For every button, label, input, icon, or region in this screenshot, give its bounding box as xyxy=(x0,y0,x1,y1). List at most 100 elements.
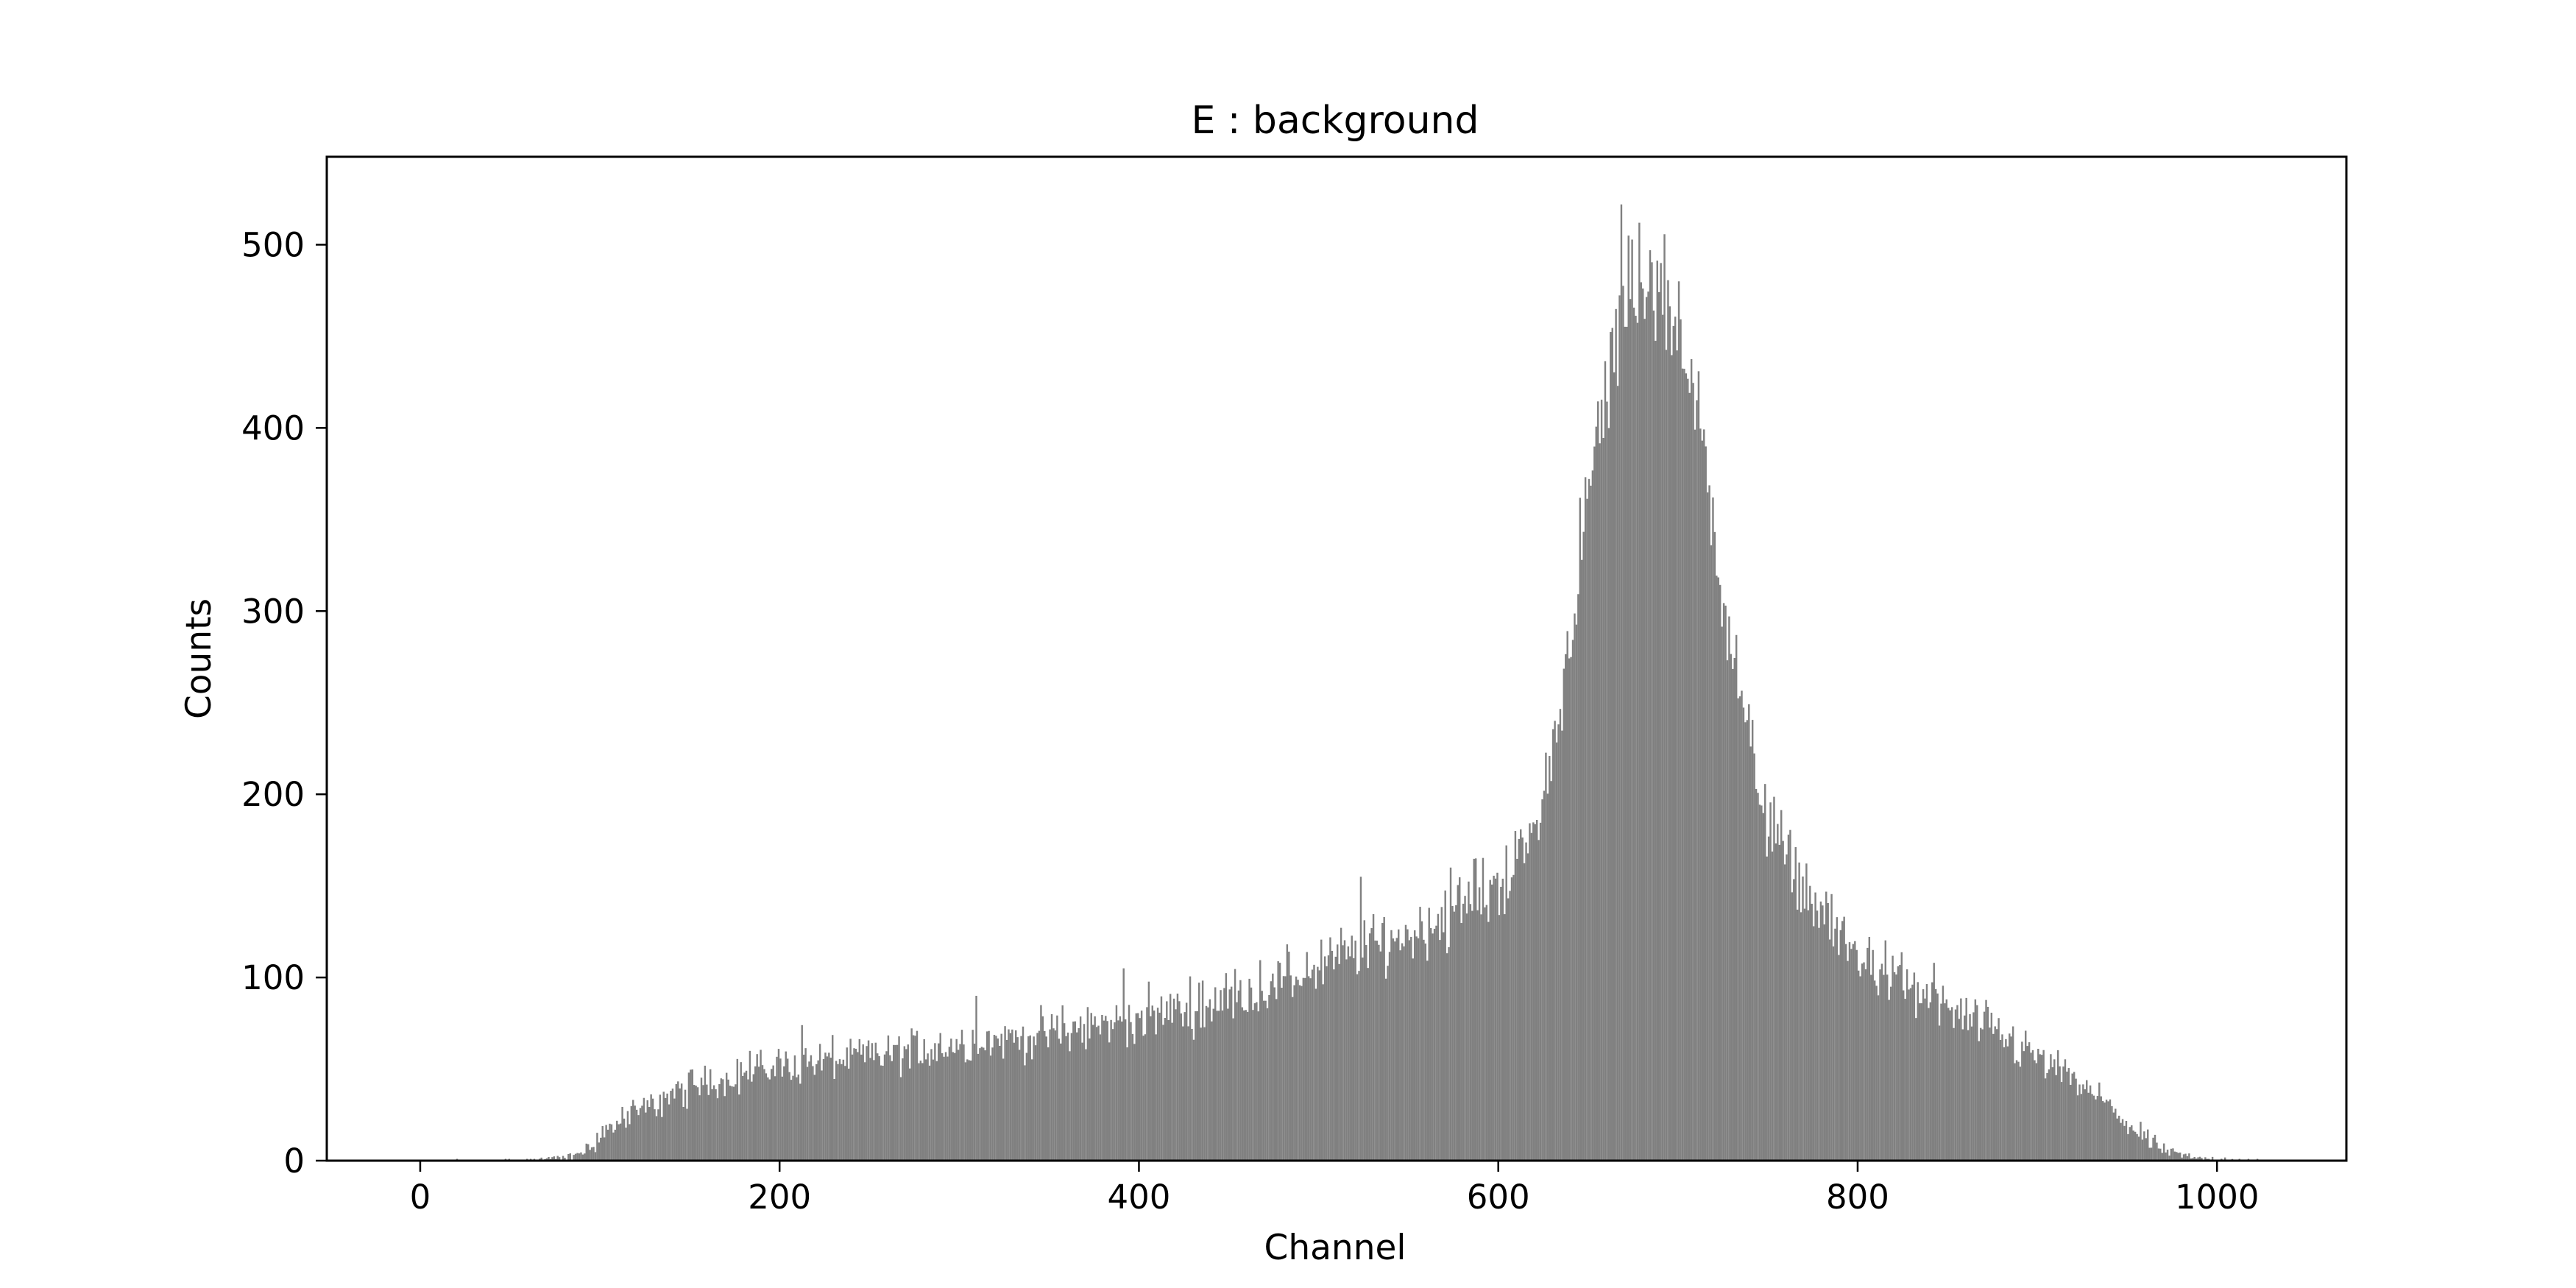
histogram-bar xyxy=(1520,829,1522,1161)
histogram-bar xyxy=(2129,1127,2131,1161)
histogram-bar xyxy=(1936,993,1939,1161)
histogram-bar xyxy=(833,1078,835,1161)
histogram-bar xyxy=(2066,1071,2068,1161)
histogram-bar xyxy=(1027,1036,1030,1161)
histogram-bar xyxy=(1126,1047,1128,1161)
histogram-bar xyxy=(1875,986,1878,1161)
histogram-bar xyxy=(1530,832,1533,1161)
histogram-bar xyxy=(1076,1032,1078,1161)
histogram-bar xyxy=(1286,944,1289,1161)
histogram-bar xyxy=(1661,314,1664,1161)
histogram-bar xyxy=(1757,793,1759,1161)
histogram-bar xyxy=(938,1043,940,1161)
histogram-bar xyxy=(1541,799,1543,1161)
histogram-bar xyxy=(774,1076,776,1161)
histogram-bar xyxy=(1368,933,1371,1161)
histogram-bar xyxy=(695,1086,697,1161)
histogram-bar xyxy=(1889,986,1892,1161)
histogram-bar xyxy=(1318,970,1321,1161)
histogram-bar xyxy=(928,1065,931,1161)
histogram-bar xyxy=(1518,838,1521,1161)
histogram-bar xyxy=(715,1089,717,1161)
histogram-bar xyxy=(1201,980,1204,1161)
histogram-bar xyxy=(1311,969,1314,1161)
histogram-bar xyxy=(2147,1129,2149,1161)
histogram-bar xyxy=(2075,1078,2077,1161)
histogram-bar xyxy=(1566,631,1568,1161)
histogram-bar xyxy=(1085,1049,1087,1161)
histogram-bar xyxy=(1586,498,1588,1161)
histogram-bar xyxy=(651,1098,654,1161)
histogram-bar xyxy=(2192,1158,2194,1161)
histogram-bar xyxy=(837,1064,839,1161)
histogram-bar xyxy=(2152,1137,2154,1161)
histogram-bar xyxy=(1381,923,1384,1161)
histogram-bar xyxy=(741,1075,744,1161)
histogram-bar xyxy=(677,1081,679,1161)
histogram-bar xyxy=(1510,877,1513,1161)
histogram-bar xyxy=(2159,1148,2162,1161)
histogram-bar xyxy=(2035,1063,2038,1161)
histogram-bar xyxy=(1857,970,1860,1161)
histogram-bar xyxy=(1384,978,1387,1161)
histogram-bar xyxy=(2060,1082,2063,1161)
histogram-bar xyxy=(2204,1157,2207,1161)
histogram-bar xyxy=(612,1132,615,1161)
histogram-bar xyxy=(1410,936,1412,1161)
histogram-bar xyxy=(1015,1030,1017,1161)
histogram-bar xyxy=(1992,1033,1995,1161)
histogram-bar xyxy=(1195,1011,1197,1161)
histogram-bar xyxy=(682,1106,684,1161)
histogram-bar xyxy=(765,1073,768,1161)
histogram-bar xyxy=(2161,1153,2163,1161)
histogram-bar xyxy=(1683,369,1685,1161)
histogram-bar xyxy=(679,1088,681,1161)
histogram-bar xyxy=(1153,1011,1156,1161)
histogram-bar xyxy=(1122,968,1125,1161)
histogram-bar xyxy=(781,1076,784,1161)
histogram-bar xyxy=(1854,941,1856,1161)
histogram-bar xyxy=(1291,997,1294,1161)
histogram-bar xyxy=(1847,960,1849,1161)
histogram-bar xyxy=(1150,1016,1152,1161)
histogram-bar xyxy=(639,1108,642,1161)
histogram-bar xyxy=(700,1078,703,1161)
histogram-bar xyxy=(2176,1152,2178,1161)
histogram-bar xyxy=(2053,1059,2056,1161)
histogram-bar xyxy=(698,1095,701,1161)
histogram-bar xyxy=(1230,986,1233,1161)
histogram-bar xyxy=(1383,917,1385,1161)
histogram-bar xyxy=(806,1066,809,1161)
histogram-bar xyxy=(932,1059,935,1161)
histogram-bar xyxy=(2193,1156,2195,1161)
histogram-bar xyxy=(821,1070,823,1161)
histogram-bar xyxy=(912,1035,915,1161)
histogram-bar xyxy=(793,1055,796,1161)
histogram-bar xyxy=(804,1048,807,1161)
histogram-bar xyxy=(670,1091,672,1161)
histogram-bar xyxy=(1998,1018,2000,1161)
histogram-bar xyxy=(1841,921,1844,1161)
histogram-bar xyxy=(1203,1027,1206,1161)
histogram-bar xyxy=(1340,927,1342,1161)
histogram-bar xyxy=(2154,1134,2156,1161)
histogram-bar xyxy=(1724,605,1727,1161)
histogram-bar xyxy=(581,1154,584,1161)
histogram-bar xyxy=(1722,603,1725,1161)
histogram-bar xyxy=(1471,910,1473,1161)
histogram-bar xyxy=(1252,1010,1254,1161)
histogram-bar xyxy=(1272,973,1274,1161)
histogram-bar xyxy=(1692,383,1694,1161)
histogram-bar xyxy=(1545,752,1547,1161)
histogram-bar xyxy=(969,1060,972,1161)
y-tick-label: 200 xyxy=(241,775,305,814)
histogram-bar xyxy=(2166,1150,2169,1161)
histogram-bar xyxy=(569,1153,572,1161)
histogram-bar xyxy=(1581,559,1583,1161)
histogram-bar xyxy=(1538,840,1540,1161)
histogram-bar xyxy=(2046,1072,2048,1161)
histogram-bar xyxy=(792,1075,794,1161)
histogram-bar xyxy=(767,1077,769,1161)
histogram-bar xyxy=(1070,1033,1073,1161)
histogram-bar xyxy=(1178,1001,1181,1161)
